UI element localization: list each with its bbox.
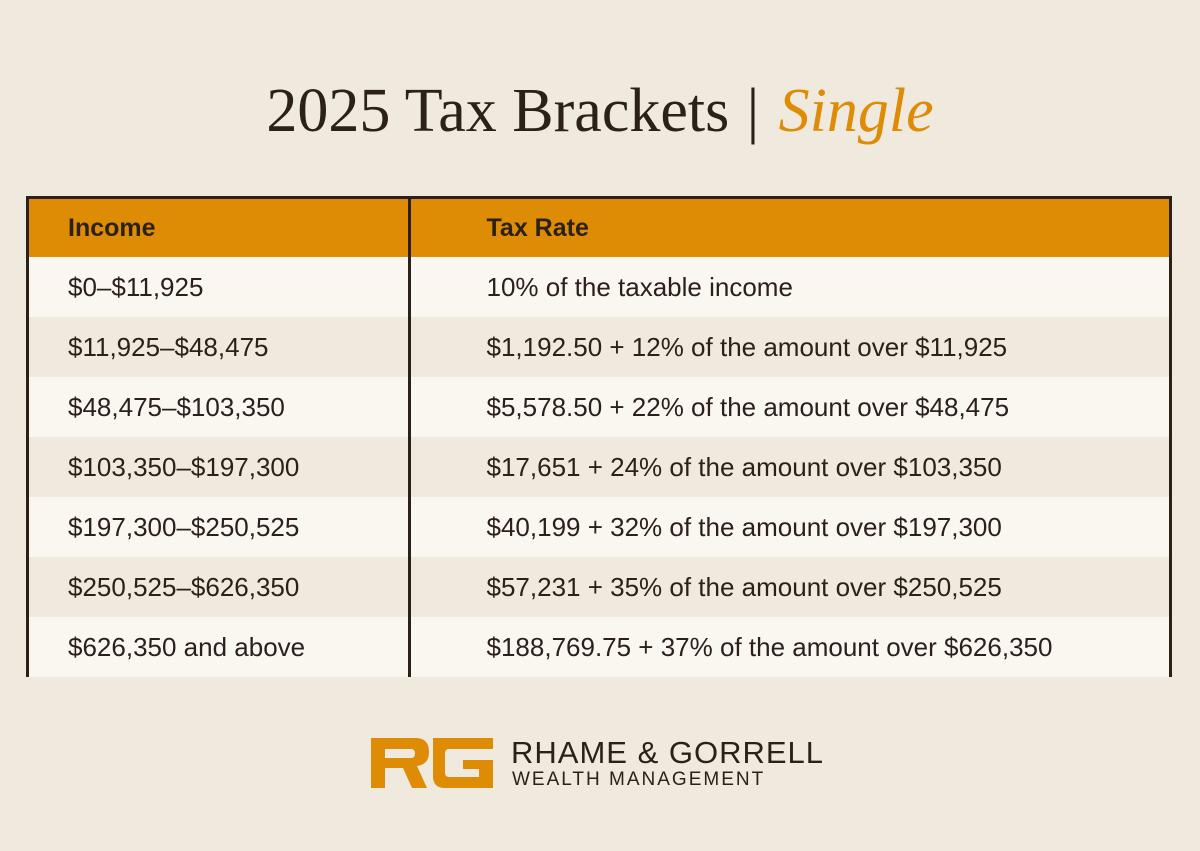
table-row: $48,475–$103,350 $5,578.50 + 22% of the … [29,377,1169,437]
tax-rate-cell: $17,651 + 24% of the amount over $103,35… [409,437,1169,497]
table-row: $103,350–$197,300 $17,651 + 24% of the a… [29,437,1169,497]
table-row: $250,525–$626,350 $57,231 + 35% of the a… [29,557,1169,617]
tax-brackets-table: Income Tax Rate $0–$11,925 10% of the ta… [26,196,1172,677]
tax-rate-cell: $1,192.50 + 12% of the amount over $11,9… [409,317,1169,377]
tax-rate-cell: $5,578.50 + 22% of the amount over $48,4… [409,377,1169,437]
brand-subtitle: WEALTH MANAGEMENT [512,769,766,790]
table-row: $11,925–$48,475 $1,192.50 + 12% of the a… [29,317,1169,377]
income-cell: $626,350 and above [29,617,411,677]
income-cell: $197,300–$250,525 [29,497,411,557]
brand-footer: RHAME & GORRELL WEALTH MANAGEMENT [371,735,831,790]
income-cell: $11,925–$48,475 [29,317,411,377]
header-tax-rate: Tax Rate [409,199,1169,257]
income-cell: $48,475–$103,350 [29,377,411,437]
brand-name: RHAME & GORRELL [511,735,825,770]
tax-rate-cell: 10% of the taxable income [409,257,1169,317]
title-main: 2025 Tax Brackets [266,77,730,145]
title-separator: | [746,77,760,145]
table-row: $197,300–$250,525 $40,199 + 32% of the a… [29,497,1169,557]
table-row: $0–$11,925 10% of the taxable income [29,257,1169,317]
income-cell: $0–$11,925 [29,257,411,317]
income-cell: $250,525–$626,350 [29,557,411,617]
table-row: $626,350 and above $188,769.75 + 37% of … [29,617,1169,677]
rg-monogram-icon [371,738,493,788]
page-title: 2025 Tax Brackets | Single [0,72,1200,150]
tax-rate-cell: $188,769.75 + 37% of the amount over $62… [409,617,1169,677]
tax-rate-cell: $57,231 + 35% of the amount over $250,52… [409,557,1169,617]
income-cell: $103,350–$197,300 [29,437,411,497]
table-header-row: Income Tax Rate [29,199,1169,257]
title-accent: Single [778,77,934,145]
tax-rate-cell: $40,199 + 32% of the amount over $197,30… [409,497,1169,557]
header-income: Income [29,199,411,257]
